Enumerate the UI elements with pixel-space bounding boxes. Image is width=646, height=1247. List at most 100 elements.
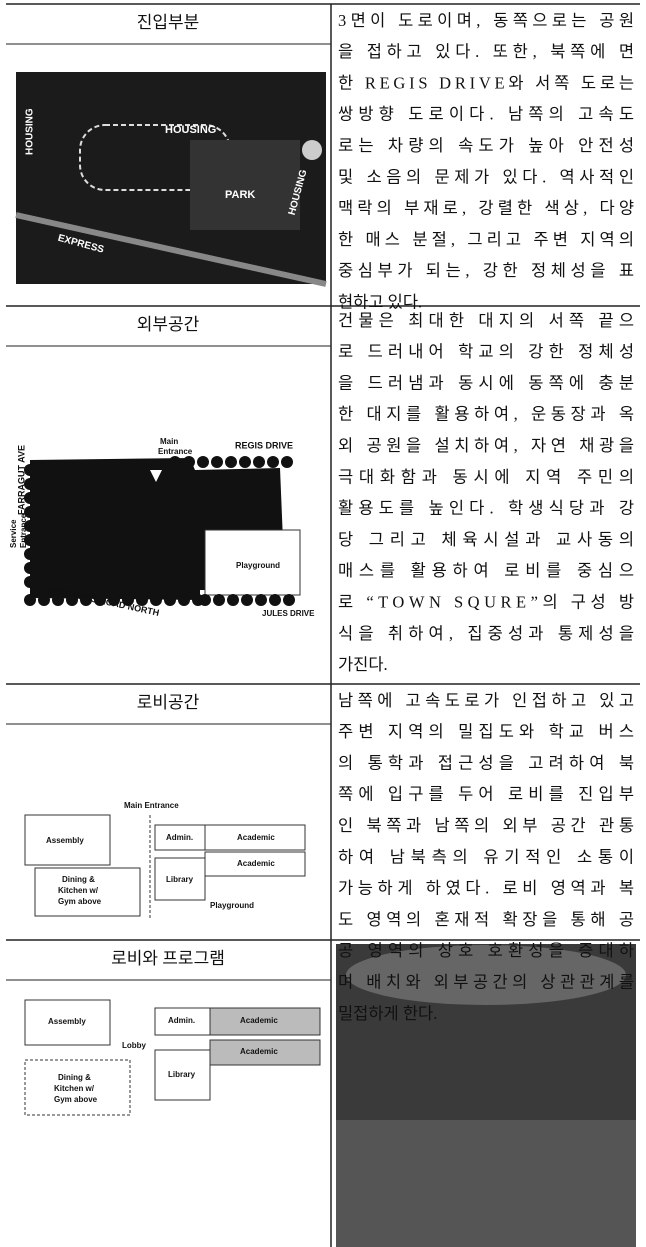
tree xyxy=(225,456,237,468)
tree xyxy=(178,594,190,606)
figure-label: Dining & xyxy=(62,875,95,884)
figure-label: Assembly xyxy=(46,836,84,845)
body-line: 한 매스 분절, 그리고 주변 지역의 xyxy=(338,230,634,249)
tree xyxy=(227,594,239,606)
figure-label: Service xyxy=(9,519,18,548)
tree xyxy=(24,594,36,606)
tree xyxy=(24,478,36,490)
tree xyxy=(199,594,211,606)
tree xyxy=(239,456,251,468)
tree xyxy=(241,594,253,606)
figure-label: Main Entrance xyxy=(124,801,179,810)
tree xyxy=(24,562,36,574)
tree xyxy=(211,456,223,468)
body-line: 건물은 최대한 대지의 서쪽 끝으 xyxy=(338,311,634,330)
tree xyxy=(169,456,181,468)
figure-label: Playground xyxy=(236,561,280,570)
body-line: 현하고 있다. xyxy=(338,292,422,311)
figure-label: Lobby xyxy=(122,1041,147,1050)
body-line: 한 REGIS DRIVE와 서쪽 도로는 xyxy=(338,73,634,92)
figure-label: Assembly xyxy=(48,1017,86,1026)
body-line: 활용도를 높인다. 학생식당과 강 xyxy=(338,499,634,518)
site-plan xyxy=(30,458,301,600)
figure-label: Entrance xyxy=(19,513,28,548)
body-line: 쌍방향 도로이다. 남쪽의 고속도 xyxy=(338,105,634,124)
body-line: 밀접하게 한다. xyxy=(338,1004,437,1023)
figure-label: JULES DRIVE xyxy=(262,609,315,618)
tree xyxy=(213,594,225,606)
figure-label: Academic xyxy=(240,1016,278,1025)
figure-label: Admin. xyxy=(166,833,193,842)
section-title: 로비공간 xyxy=(137,693,200,712)
tree xyxy=(164,594,176,606)
tree xyxy=(24,576,36,588)
program-diagram xyxy=(24,814,306,920)
tree xyxy=(80,594,92,606)
tree xyxy=(255,594,267,606)
figure-label: REGIS DRIVE xyxy=(235,440,293,450)
tree xyxy=(24,548,36,560)
tree xyxy=(24,534,36,546)
body-line: 외 공원을 설치하여, 자연 채광을 xyxy=(338,436,634,455)
body-line: 로는 차량의 속도가 높아 안전성 xyxy=(338,136,634,155)
body-line: 가능하게 하였다. 로비 영역과 복 xyxy=(338,879,634,898)
body-line: 주변 지역의 밀집도와 학교 버스 xyxy=(338,722,634,741)
body-line: 가진다. xyxy=(338,655,388,674)
tree xyxy=(183,456,195,468)
section-title: 외부공간 xyxy=(137,315,200,334)
tree xyxy=(108,594,120,606)
figure-label: Library xyxy=(166,875,194,884)
body-line: 을 접하고 있다. 또한, 북쪽에 면 xyxy=(338,42,634,61)
lobby-photo xyxy=(336,944,636,1247)
section-title: 로비와 프로그램 xyxy=(111,949,225,968)
figure-label: Gym above xyxy=(58,897,102,906)
tree xyxy=(281,456,293,468)
tree xyxy=(24,492,36,504)
body-line: 하여 남북측의 유기적인 소통이 xyxy=(338,847,634,866)
tree xyxy=(24,506,36,518)
figure-label: Gym above xyxy=(54,1095,98,1104)
tree xyxy=(24,520,36,532)
figure-label: Academic xyxy=(240,1047,278,1056)
figure-label: Main xyxy=(160,437,178,446)
figure-label: Entrance xyxy=(158,447,193,456)
tree xyxy=(253,456,265,468)
body-line: 당 그리고 체육시설과 교사동의 xyxy=(338,530,634,549)
frames xyxy=(6,3,640,1247)
figure-label: FARRAGUT AVE xyxy=(16,445,26,515)
tree xyxy=(94,594,106,606)
trees xyxy=(24,456,295,606)
figure-label: Kitchen w/ xyxy=(58,886,99,895)
body-line: 맥락의 부재로, 강렬한 색상, 다양 xyxy=(338,199,634,218)
tree xyxy=(150,594,162,606)
tree xyxy=(136,594,148,606)
figure-label: HOUSING xyxy=(165,124,216,136)
tree xyxy=(122,594,134,606)
body-line: 도 영역의 혼재적 확장을 통해 공 xyxy=(338,910,634,929)
figure-label: Dining & xyxy=(58,1073,91,1082)
figure-label: Admin. xyxy=(168,1016,195,1025)
body-line: 쪽에 입구를 두어 로비를 진입부 xyxy=(338,785,634,804)
figure-label: Academic xyxy=(237,833,275,842)
tree xyxy=(267,456,279,468)
body-line: 로 드러내어 학교의 강한 정체성 xyxy=(338,342,634,361)
body-line: 의 통학과 접근성을 고려하여 북 xyxy=(338,753,634,772)
body-line: 로 “TOWN SQURE”의 구성 방 xyxy=(338,592,634,611)
tree xyxy=(283,594,295,606)
tree xyxy=(24,464,36,476)
body-line: 및 소음의 문제가 있다. 역사적인 xyxy=(338,167,634,186)
body-line: 극대화함과 동시에 지역 주민의 xyxy=(338,467,634,486)
body-line: 을 드러냄과 동시에 동쪽에 충분 xyxy=(338,373,634,392)
figure-label: Library xyxy=(168,1070,196,1079)
body-line: 3면이 도로이며, 동쪽으로는 공원 xyxy=(338,11,634,30)
tree xyxy=(52,594,64,606)
tree xyxy=(197,456,209,468)
tree xyxy=(38,594,50,606)
figure-label: Playground xyxy=(210,901,254,910)
body-line: 남쪽에 고속도로가 인접하고 있고 xyxy=(338,691,634,710)
body-line: 한 대지를 활용하여, 운동장과 옥 xyxy=(338,405,634,424)
figure-label: HOUSING xyxy=(25,108,36,155)
body-line: 며 배치와 외부공간의 상관관계를 xyxy=(338,972,634,991)
aerial-photo xyxy=(15,72,327,287)
